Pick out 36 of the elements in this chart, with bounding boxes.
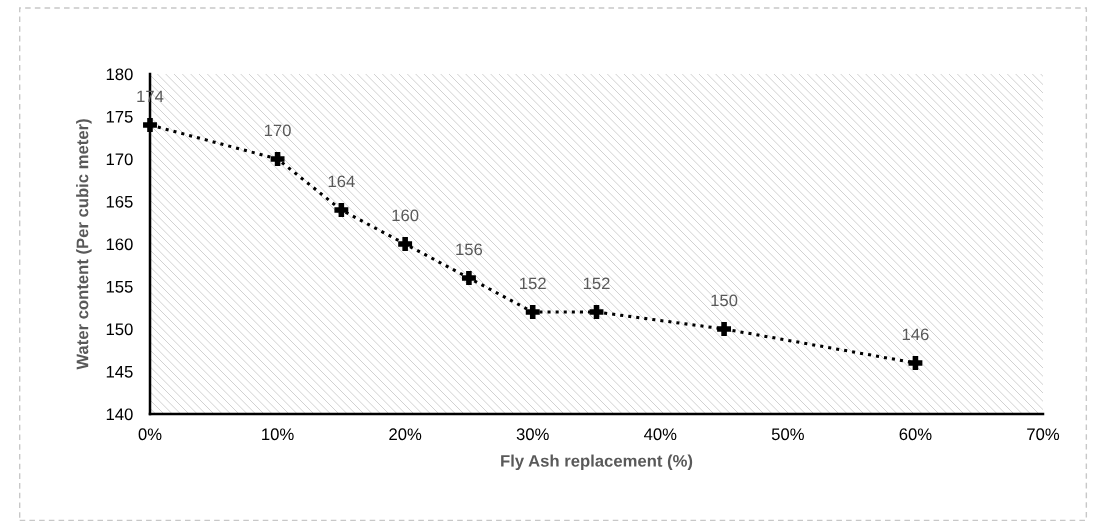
y-tick-label: 165: [106, 195, 133, 208]
data-label: 152: [583, 277, 610, 290]
point: [589, 305, 604, 319]
data-label: 146: [902, 328, 929, 341]
y-tick-label: 170: [106, 153, 133, 166]
point: [270, 152, 285, 166]
y-tick-label: 180: [106, 68, 133, 81]
point: [461, 271, 476, 285]
x-tick-label: 50%: [771, 428, 804, 441]
point: [525, 305, 540, 319]
x-tick-label: 10%: [262, 428, 294, 441]
point: [908, 356, 923, 370]
data-label: 150: [711, 294, 738, 307]
y-tick-label: 155: [106, 281, 133, 293]
data-label: 156: [456, 243, 483, 256]
y-tick-label: 140: [106, 408, 133, 421]
point: [717, 322, 732, 336]
y-tick-label: 145: [106, 366, 133, 378]
point: [143, 118, 157, 132]
y-axis-title: Water content (Per cubic meter): [76, 119, 92, 370]
x-tick-label: 60%: [899, 428, 932, 441]
y-tick-label: 175: [106, 111, 133, 123]
data-label: 170: [264, 124, 291, 137]
x-tick-label: 0%: [138, 428, 162, 441]
point: [398, 237, 413, 251]
point: [334, 203, 349, 217]
data-label: 160: [392, 209, 419, 222]
x-tick-label: 30%: [516, 428, 549, 441]
x-axis-title: Fly Ash replacement (%): [501, 454, 693, 471]
y-tick-label: 150: [106, 323, 133, 336]
y-tick-label: 160: [106, 238, 133, 251]
data-label: 152: [520, 277, 546, 290]
x-tick-label: 20%: [389, 428, 422, 441]
data-label: 164: [328, 175, 355, 188]
x-tick-label: 70%: [1027, 428, 1060, 441]
x-tick-label: 40%: [643, 428, 677, 441]
